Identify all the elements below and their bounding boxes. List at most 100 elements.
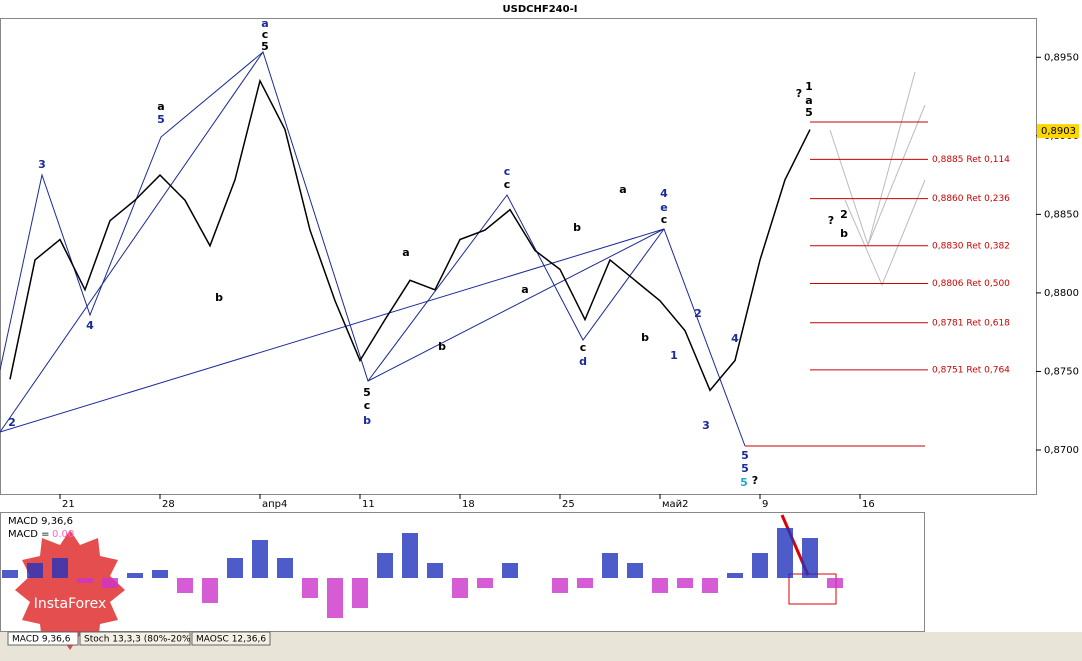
- macd-bar: [2, 570, 18, 578]
- level-label: 0,8806 Ret 0,500: [932, 279, 1010, 289]
- macd-bar: [27, 563, 43, 578]
- macd-bar: [452, 578, 468, 598]
- wave-line: [0, 228, 665, 433]
- watermark-text: InstaForex: [34, 596, 107, 612]
- macd-bar: [252, 540, 268, 578]
- indicator-tab-label: MACD 9,36,6: [12, 635, 71, 645]
- level-label: 0,8751 Ret 0,764: [932, 365, 1010, 375]
- chart-title: USDCHF240-I: [503, 4, 578, 15]
- y-tick-label: 0,8950: [1044, 52, 1079, 63]
- macd-readout-value: 0.00: [52, 529, 74, 540]
- wave-label: 2: [840, 208, 848, 221]
- price-line: [9, 78, 811, 392]
- projection-lines: [829, 71, 926, 287]
- wave-label: 4: [660, 187, 668, 200]
- x-tick-label: 11: [362, 499, 375, 510]
- x-tick-label: 28: [162, 499, 175, 510]
- macd-bar: [577, 578, 593, 588]
- wave-label: b: [438, 340, 446, 353]
- wave-label: 5: [805, 106, 813, 119]
- wave-label: a: [805, 94, 812, 107]
- macd-bar: [752, 553, 768, 578]
- macd-bar: [677, 578, 693, 588]
- wave-label: 5: [740, 476, 748, 489]
- wave-label: 4: [731, 332, 739, 345]
- y-tick-label: 0,8700: [1044, 445, 1079, 456]
- wave-label: 3: [702, 419, 710, 432]
- wave-label: d: [579, 355, 587, 368]
- macd-bar: [727, 573, 743, 578]
- macd-bar: [152, 570, 168, 578]
- x-tick-label: 21: [62, 499, 75, 510]
- x-tick-label: май2: [662, 499, 689, 510]
- wave-label: 3: [38, 158, 46, 171]
- wave-label: c: [504, 165, 511, 178]
- x-tick-label: 9: [762, 499, 768, 510]
- macd-bar: [377, 553, 393, 578]
- macd-frame: [0, 512, 925, 632]
- macd-readout: MACD =: [8, 529, 50, 540]
- wave-lines: [0, 50, 746, 447]
- macd-bar: [52, 558, 68, 578]
- wave-label: 5: [157, 113, 165, 126]
- wave-label: 5: [741, 462, 749, 475]
- wave-label: a: [619, 183, 626, 196]
- level-label: 0,8781 Ret 0,618: [932, 318, 1010, 328]
- macd-bar: [352, 578, 368, 608]
- indicator-tab: [79, 631, 191, 646]
- macd-bar: [627, 563, 643, 578]
- macd-bar: [652, 578, 668, 593]
- macd-bar: [177, 578, 193, 593]
- indicator-tab: [7, 631, 79, 646]
- macd-bar: [402, 533, 418, 578]
- y-tick-label: 0,8850: [1044, 209, 1079, 220]
- watermark: InstaForex: [15, 530, 125, 650]
- wave-label: a: [157, 100, 164, 113]
- wave-label: ?: [796, 87, 802, 100]
- macd-bar: [777, 528, 793, 578]
- last-price-box: [1037, 124, 1079, 139]
- x-tick-label: апр4: [262, 499, 287, 510]
- indicator-tab-label: Stoch 13,3,3 (80%-20%): [84, 635, 194, 645]
- wave-label: e: [660, 201, 667, 214]
- wave-label: c: [504, 178, 511, 191]
- macd-bar: [802, 538, 818, 578]
- macd-bar: [202, 578, 218, 603]
- macd-bar: [327, 578, 343, 618]
- macd-bar: [827, 578, 843, 588]
- wave-label: b: [641, 331, 649, 344]
- main-frame: [0, 18, 1037, 495]
- wave-label: c: [580, 341, 587, 354]
- last-price-label: 0,8903: [1041, 126, 1076, 137]
- wave-label: 5: [363, 386, 371, 399]
- wave-line: [0, 51, 264, 371]
- macd-bar: [127, 573, 143, 578]
- wave-label: 2: [8, 416, 16, 429]
- wave-label: a: [521, 283, 528, 296]
- macd-bar: [427, 563, 443, 578]
- wave-label: ?: [828, 214, 834, 227]
- wave-label: 2: [694, 307, 702, 320]
- wave-label: b: [840, 227, 848, 240]
- macd-bar: [502, 563, 518, 578]
- x-tick-label: 25: [562, 499, 575, 510]
- projection-line: [867, 104, 926, 246]
- x-tick-label: 16: [862, 499, 875, 510]
- wave-label: 4: [86, 319, 94, 332]
- macd-title: MACD 9,36,6: [8, 516, 73, 527]
- wave-label: 5: [741, 449, 749, 462]
- wave-label: c: [661, 213, 668, 226]
- x-tick-label: 18: [462, 499, 475, 510]
- level-label: 0,8830 Ret 0,382: [932, 241, 1010, 251]
- indicator-tab: [191, 631, 271, 646]
- macd-bar: [702, 578, 718, 593]
- level-label: 0,8860 Ret 0,236: [932, 194, 1010, 204]
- wave-label: a: [402, 246, 409, 259]
- macd-bar: [277, 558, 293, 578]
- indicator-tab-label: MAOSC 12,36,6: [196, 635, 266, 645]
- wave-label: 5: [261, 40, 269, 53]
- wave-label: c: [364, 399, 371, 412]
- wave-label: 1: [670, 349, 678, 362]
- macd-bar: [552, 578, 568, 593]
